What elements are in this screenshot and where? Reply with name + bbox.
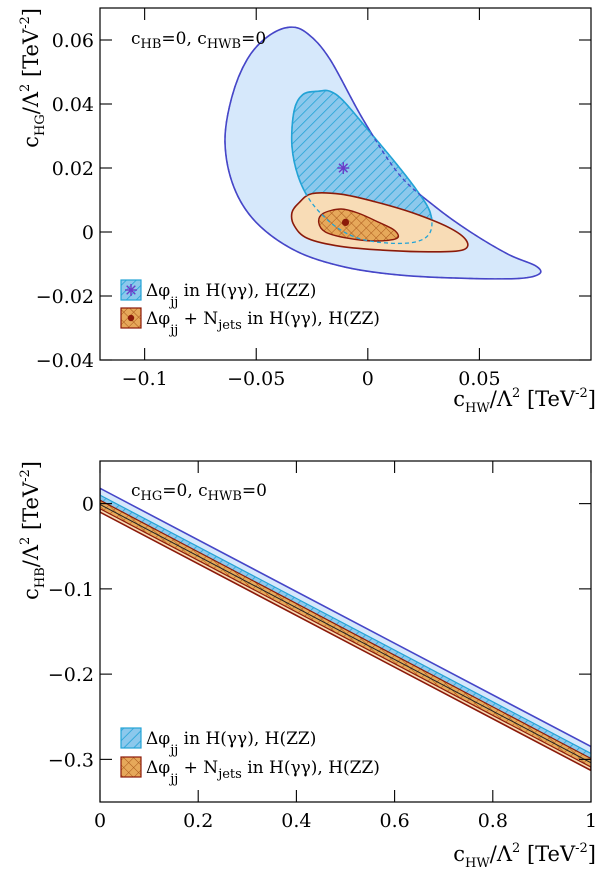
bottom-annotation: cHG=0, cHWB=0 — [131, 481, 267, 504]
top-x-tick-label: 0.05 — [458, 368, 500, 390]
top-y-tick-label: 0.02 — [52, 158, 94, 180]
top-legend: Δφjj in H(γγ), H(ZZ) Δφjj + Njets in H(γ… — [120, 279, 380, 338]
top-legend-label-combined: Δφjj + Njets in H(γγ), H(ZZ) — [146, 309, 380, 338]
top-legend-entry-combined: Δφjj + Njets in H(γγ), H(ZZ) — [120, 307, 380, 338]
top-y-ticks: −0.04 −0.02 0 0.02 0.04 0.06 — [36, 30, 591, 372]
dphi-best-fit-star — [337, 162, 350, 174]
bottom-plot-frame — [99, 460, 592, 803]
top-x-ticks: −0.1 −0.05 0 0.05 — [122, 8, 501, 390]
bottom-legend-label-combined: Δφjj + Njets in H(γγ), H(ZZ) — [146, 758, 380, 787]
combined-68cl-contour — [317, 208, 400, 242]
bottom-best-fit-line — [100, 504, 591, 764]
bottom-x-tick-label: 1 — [585, 810, 597, 832]
bottom-x-ticks: 0 0.2 0.4 0.6 0.8 1 — [94, 461, 597, 832]
legend-star-icon — [125, 284, 137, 296]
bottom-legend-label-dphi: Δφjj in H(γγ), H(ZZ) — [146, 729, 316, 758]
bottom-x-tick-label: 0.8 — [478, 810, 508, 832]
bottom-legend-entry-combined: Δφjj + Njets in H(γγ), H(ZZ) — [120, 756, 380, 787]
bottom-x-tick-label: 0.6 — [379, 810, 409, 832]
bottom-legend-entry-dphi: Δφjj in H(γγ), H(ZZ) — [120, 727, 316, 758]
top-y-tick-label: 0 — [82, 222, 94, 244]
bottom-x-axis-label: cHW/Λ2 [TeV-2] — [453, 841, 596, 871]
bottom-y-axis-label: cHB/Λ2 [TeV-2] — [18, 461, 48, 600]
top-y-tick-label: 0.04 — [52, 94, 94, 116]
bottom-y-tick-label: −0.2 — [48, 664, 94, 686]
top-x-tick-label: 0 — [362, 368, 374, 390]
bottom-x-tick-label: 0.4 — [281, 810, 311, 832]
dphi-68cl-dashed-overlay — [291, 89, 433, 245]
top-legend-label-dphi: Δφjj in H(γγ), H(ZZ) — [146, 281, 316, 310]
top-plot-frame — [99, 7, 592, 361]
top-y-tick-label: −0.02 — [36, 286, 94, 308]
legend-dot-icon — [127, 314, 135, 322]
bottom-y-tick-label: −0.1 — [48, 579, 94, 601]
top-panel: −0.1 −0.05 0 0.05 −0.04 −0.02 0 0.02 0.04 0.06 c… — [18, 7, 596, 416]
bottom-y-tick-label: −0.3 — [48, 749, 94, 771]
top-y-tick-label: 0.06 — [52, 30, 94, 52]
bottom-panel: 0 0.2 0.4 0.6 0.8 1 0 −0.1 −0.2 −0.3 cHG=0, cHWB… — [18, 460, 597, 871]
bottom-legend: Δφjj in H(γγ), H(ZZ) Δφjj + Njets in H(γ… — [120, 727, 380, 787]
bottom-x-tick-label: 0 — [94, 810, 106, 832]
top-legend-entry-dphi: Δφjj in H(γγ), H(ZZ) — [120, 279, 316, 310]
bottom-y-tick-label: 0 — [82, 494, 94, 516]
top-y-axis-label: cHG/Λ2 [TeV-2] — [18, 8, 48, 148]
top-annotation: cHB=0, cHWB=0 — [131, 29, 266, 52]
top-x-axis-label: cHW/Λ2 [TeV-2] — [453, 386, 596, 416]
bottom-x-tick-label: 0.2 — [183, 810, 213, 832]
top-y-tick-label: −0.04 — [36, 350, 94, 372]
top-x-tick-label: −0.05 — [227, 368, 285, 390]
top-x-tick-label: −0.1 — [122, 368, 168, 390]
dphi-95cl-dashed-overlay — [224, 26, 542, 280]
combined-best-fit-dot — [341, 218, 350, 226]
bottom-y-ticks: 0 −0.1 −0.2 −0.3 — [48, 494, 591, 771]
